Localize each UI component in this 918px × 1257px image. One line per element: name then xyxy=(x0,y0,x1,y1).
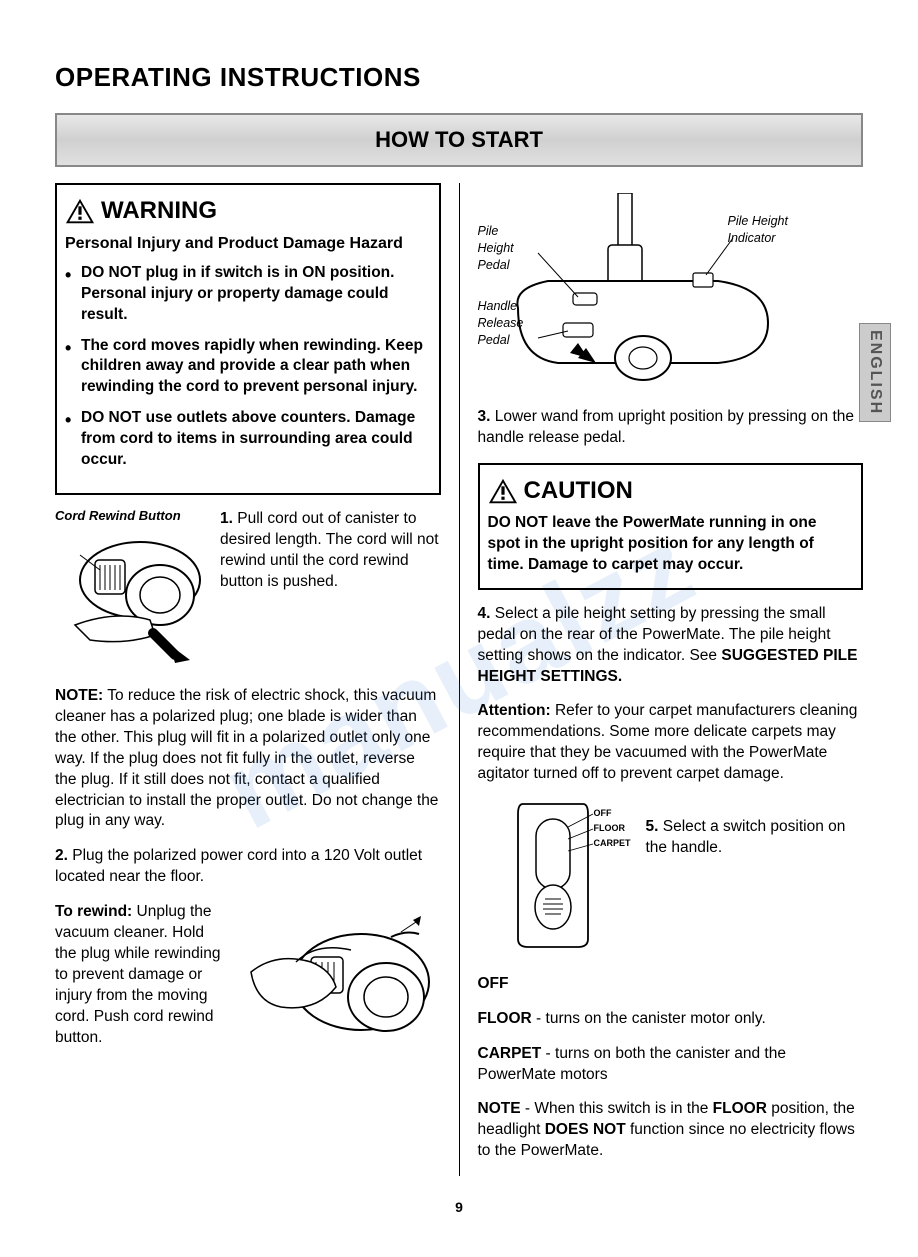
callout-pile-height-indicator: Pile Height Indicator xyxy=(728,213,808,247)
switch-floor: FLOOR - turns on the canister motor only… xyxy=(478,1009,864,1030)
step-2: 2. Plug the polarized power cord into a … xyxy=(55,846,441,888)
bold: FLOOR xyxy=(713,1100,767,1117)
step-num: 2. xyxy=(55,847,68,864)
switch-label-off: OFF xyxy=(594,807,612,819)
step-num: 4. xyxy=(478,605,491,622)
bold: DOES NOT xyxy=(545,1121,626,1138)
canister-rewind-illustration xyxy=(241,902,441,1062)
step-1-text: 1. Pull cord out of canister to desired … xyxy=(220,509,441,593)
step-4: 4. Select a pile height setting by press… xyxy=(478,604,864,688)
switch-note: NOTE - When this switch is in the FLOOR … xyxy=(478,1099,864,1162)
warning-title: WARNING xyxy=(101,195,217,227)
rewind-row: To rewind: Unplug the vacuum cleaner. Ho… xyxy=(55,902,441,1062)
text: - When this switch is in the xyxy=(521,1100,713,1117)
warning-bullets: DO NOT plug in if switch is in ON positi… xyxy=(65,263,431,471)
figure-canister-cord: Cord Rewind Button 1. Pull cord out of c… xyxy=(55,509,441,672)
switch-label-floor: FLOOR xyxy=(594,822,626,834)
warning-bullet: DO NOT plug in if switch is in ON positi… xyxy=(65,263,431,326)
right-column: ENGLISH Pile Height Pedal Handle Release… xyxy=(460,183,864,1176)
step-num: 3. xyxy=(478,408,491,425)
step-text: Select a switch position on the handle. xyxy=(646,818,846,856)
step-num: 5. xyxy=(646,818,659,835)
callout-pile-height-pedal: Pile Height Pedal xyxy=(478,223,533,274)
callout-handle-release: Handle Release Pedal xyxy=(478,298,538,349)
step-text: Plug the polarized power cord into a 120… xyxy=(55,847,422,885)
figure-powermate: Pile Height Pedal Handle Release Pedal P… xyxy=(478,193,864,393)
canister-illustration xyxy=(55,525,210,665)
note-text: To reduce the risk of electric shock, th… xyxy=(55,687,438,830)
page-number: 9 xyxy=(55,1198,863,1217)
step-5: 5. Select a switch position on the handl… xyxy=(646,817,864,859)
caution-box: CAUTION DO NOT leave the PowerMate runni… xyxy=(478,463,864,590)
switch-label-carpet: CARPET xyxy=(594,837,631,849)
warning-icon xyxy=(65,197,95,225)
step-text: Pull cord out of canister to desired len… xyxy=(220,510,439,590)
note-label: NOTE: xyxy=(55,687,103,704)
step-num: 1. xyxy=(220,510,233,527)
warning-box: WARNING Personal Injury and Product Dama… xyxy=(55,183,441,495)
text: - turns on the canister motor only. xyxy=(532,1010,766,1027)
switch-off: OFF xyxy=(478,974,864,995)
left-column: WARNING Personal Injury and Product Dama… xyxy=(55,183,460,1176)
section-header: HOW TO START xyxy=(55,113,863,167)
warning-bullet: DO NOT use outlets above counters. Damag… xyxy=(65,408,431,471)
label: FLOOR xyxy=(478,1010,532,1027)
to-rewind-text: To rewind: Unplug the vacuum cleaner. Ho… xyxy=(55,902,229,1048)
warning-subtitle: Personal Injury and Product Damage Hazar… xyxy=(65,233,431,255)
rewind-text: Unplug the vacuum cleaner. Hold the plug… xyxy=(55,903,220,1046)
warning-bullet: The cord moves rapidly when rewinding. K… xyxy=(65,336,431,399)
content-columns: WARNING Personal Injury and Product Dama… xyxy=(55,183,863,1176)
language-tab: ENGLISH xyxy=(859,323,891,422)
rewind-label: To rewind: xyxy=(55,903,132,920)
step-text: Lower wand from upright position by pres… xyxy=(478,408,855,446)
label: CARPET xyxy=(478,1045,542,1062)
cord-rewind-label: Cord Rewind Button xyxy=(55,509,210,523)
page-title: OPERATING INSTRUCTIONS xyxy=(55,60,863,95)
step-3: 3. Lower wand from upright position by p… xyxy=(478,407,864,449)
caution-icon xyxy=(488,477,518,505)
switch-carpet: CARPET - turns on both the canister and … xyxy=(478,1044,864,1086)
attention-label: Attention: xyxy=(478,702,551,719)
figure-switch: OFF FLOOR CARPET 5. Select a switch posi… xyxy=(498,799,864,956)
label: NOTE xyxy=(478,1100,521,1117)
caution-title: CAUTION xyxy=(524,475,633,507)
note-polarized-plug: NOTE: To reduce the risk of electric sho… xyxy=(55,686,441,832)
caution-text: DO NOT leave the PowerMate running in on… xyxy=(488,513,854,576)
attention-para: Attention: Refer to your carpet manufact… xyxy=(478,701,864,785)
